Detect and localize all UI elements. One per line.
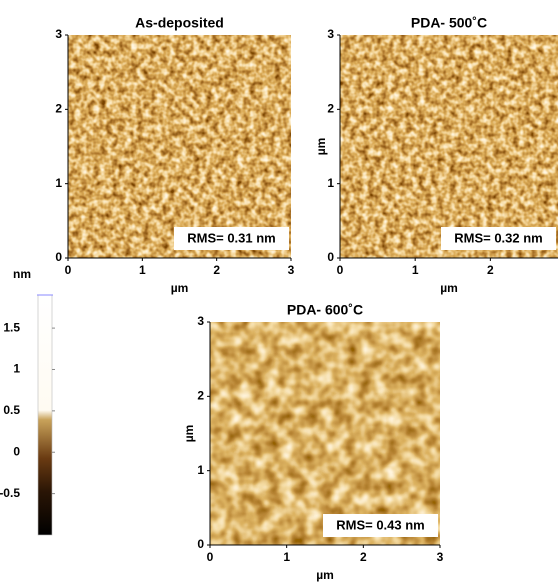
y-tick-label: 3 bbox=[197, 314, 204, 328]
colorbar-tick-label: 0.5 bbox=[3, 403, 20, 417]
x-axis-label: µm bbox=[316, 568, 334, 582]
x-tick-label: 0 bbox=[207, 550, 214, 564]
x-axis-label: µm bbox=[440, 281, 458, 295]
x-tick-label: 0 bbox=[65, 263, 72, 277]
afm-image bbox=[340, 35, 558, 258]
panel-title: PDA- 600˚C bbox=[287, 302, 363, 318]
y-tick-label: 2 bbox=[197, 389, 204, 403]
annotation-box bbox=[441, 227, 556, 250]
y-tick-label: 3 bbox=[327, 27, 334, 41]
annotation-box bbox=[174, 227, 289, 250]
colorbar bbox=[37, 294, 53, 536]
colorbar-tick-label: 1 bbox=[13, 362, 20, 376]
x-axis-label: µm bbox=[171, 281, 189, 295]
colorbar-label: nm bbox=[13, 267, 31, 281]
colorbar-tick-label: 1.5 bbox=[3, 320, 20, 334]
colorbar-tick-label: -0.5 bbox=[0, 486, 20, 500]
x-tick-label: 3 bbox=[437, 550, 444, 564]
y-tick-label: 2 bbox=[327, 102, 334, 116]
annotation-box bbox=[323, 514, 438, 537]
y-tick-label: 1 bbox=[55, 176, 62, 190]
x-tick-label: 0 bbox=[337, 263, 344, 277]
panel-title: PDA- 500˚C bbox=[411, 15, 487, 31]
x-tick-label: 3 bbox=[288, 263, 295, 277]
x-tick-label: 1 bbox=[412, 263, 419, 277]
x-tick-label: 2 bbox=[213, 263, 220, 277]
afm-image bbox=[68, 35, 291, 258]
panel-title: As-deposited bbox=[135, 15, 224, 31]
afm-image bbox=[210, 322, 440, 545]
y-tick-label: 1 bbox=[197, 463, 204, 477]
y-tick-label: 0 bbox=[55, 250, 62, 264]
colorbar-tick-label: 0 bbox=[13, 444, 20, 458]
y-tick-label: 3 bbox=[55, 27, 62, 41]
annotation: RMS= 0.32 nm bbox=[454, 230, 543, 245]
y-tick-label: 1 bbox=[327, 176, 334, 190]
x-tick-label: 2 bbox=[360, 550, 367, 564]
annotation: RMS= 0.43 nm bbox=[336, 517, 425, 532]
x-tick-label: 1 bbox=[283, 550, 290, 564]
y-axis-label: µm bbox=[182, 425, 196, 443]
y-tick-label: 2 bbox=[55, 102, 62, 116]
x-tick-label: 1 bbox=[139, 263, 146, 277]
x-tick-label: 2 bbox=[487, 263, 494, 277]
y-tick-label: 0 bbox=[327, 250, 334, 264]
y-axis-label: µm bbox=[314, 138, 328, 156]
y-tick-label: 0 bbox=[197, 537, 204, 551]
annotation: RMS= 0.31 nm bbox=[187, 230, 276, 245]
